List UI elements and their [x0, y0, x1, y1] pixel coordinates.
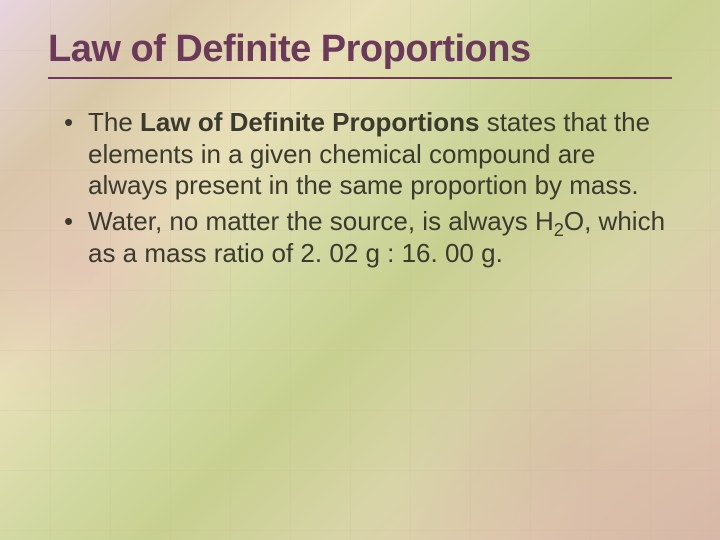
slide-title: Law of Definite Proportions [48, 28, 672, 79]
bullet-item: The Law of Definite Proportions states t… [60, 107, 672, 202]
bullet-list: The Law of Definite Proportions states t… [48, 107, 672, 270]
bullet-item: Water, no matter the source, is always H… [60, 206, 672, 269]
slide: Law of Definite Proportions The Law of D… [0, 0, 720, 540]
